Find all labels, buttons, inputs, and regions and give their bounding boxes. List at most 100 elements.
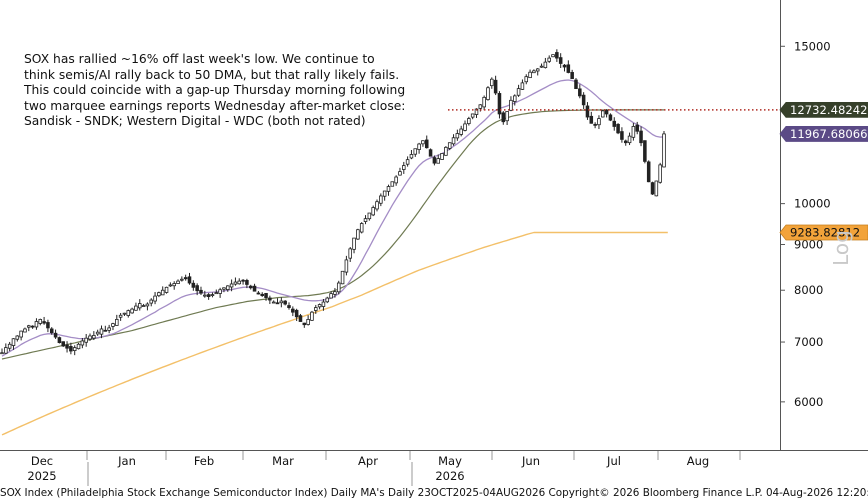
ma200-layer (1, 231, 668, 436)
y-tick-label: 15000 (794, 39, 831, 53)
candle-body (157, 292, 161, 297)
candle-body (291, 308, 295, 313)
candle-body (394, 176, 398, 184)
candle-layer (0, 49, 666, 356)
y-tick-label: 10000 (794, 197, 831, 211)
candle-body (463, 123, 467, 131)
candle-body (451, 137, 456, 145)
candle-body (275, 302, 280, 305)
candle-body (88, 335, 92, 340)
candle-body (199, 289, 203, 294)
candle-body (623, 140, 628, 144)
candle-body (344, 259, 349, 273)
candle-body (23, 328, 27, 333)
candle-body (160, 289, 165, 296)
candle-body (118, 314, 123, 318)
candle-body (191, 282, 196, 288)
candle-body (256, 292, 261, 295)
x-tick-label: May (438, 454, 462, 468)
candle-body (405, 159, 410, 165)
candle-body (639, 130, 643, 144)
candle-body (558, 57, 563, 64)
candle-body (69, 346, 73, 352)
candle-body (493, 79, 498, 94)
candle-body (486, 87, 490, 101)
candle-body (210, 294, 215, 297)
candle-body (585, 105, 590, 118)
candle-body (654, 180, 659, 197)
candle-body (352, 237, 356, 250)
candle-body (340, 270, 345, 285)
x-tick-label: Aug (687, 454, 709, 468)
candle-body (65, 344, 69, 349)
candle-body (662, 133, 666, 168)
candle-body (539, 65, 544, 68)
candle-body (76, 343, 81, 350)
candle-body (222, 287, 226, 290)
candle-body (356, 229, 360, 240)
candle-body (92, 335, 96, 339)
chart-footer: SOX Index (Philadelphia Stock Exchange S… (0, 487, 868, 499)
candle-body (620, 131, 624, 140)
candle-body (336, 282, 341, 293)
x-tick-label: Apr (358, 454, 378, 468)
x-tick-label: Feb (194, 454, 214, 468)
candle-body (126, 310, 131, 316)
candle-body (42, 321, 46, 324)
candle-body (436, 158, 441, 164)
candle-body (440, 153, 444, 160)
candle-body (367, 212, 372, 220)
plot-background (0, 0, 780, 450)
candle-body (566, 64, 571, 73)
y-axis: 6000 7000 8000 9000 10000 15000 (780, 39, 831, 409)
candle-body (570, 72, 574, 80)
candle-body (168, 284, 173, 287)
candle-body (413, 148, 418, 155)
candle-body (528, 71, 532, 79)
candle-body (27, 325, 31, 328)
candle-body (501, 112, 506, 123)
candle-body (53, 332, 58, 338)
candle-body (268, 297, 272, 301)
candle-body (229, 283, 234, 288)
candle-body (103, 329, 108, 332)
candle-body (371, 207, 375, 216)
candle-body (218, 289, 222, 294)
candle-body (233, 281, 238, 285)
candle-body (581, 94, 586, 106)
candle-body (325, 297, 330, 303)
candle-body (421, 140, 425, 145)
candle-body (11, 338, 16, 346)
candle-body (19, 330, 23, 338)
candle-body (141, 305, 146, 307)
candle-body (153, 295, 157, 302)
candle-body (38, 319, 43, 324)
candle-body (650, 182, 655, 195)
candle-body (444, 146, 448, 156)
candle-body (390, 181, 395, 187)
candle-body (359, 223, 364, 233)
candle-body (206, 294, 211, 297)
candle-body (294, 309, 299, 318)
candle-body (252, 285, 257, 292)
log-scale-label: Log (829, 230, 853, 266)
candle-body (310, 311, 314, 321)
candle-body (524, 76, 529, 83)
y-tick-label: 8000 (794, 283, 823, 297)
candle-body (176, 280, 180, 284)
candle-body (512, 95, 517, 102)
candle-body (424, 139, 429, 149)
candle-body (601, 110, 605, 118)
candle-body (616, 123, 620, 134)
candle-body (535, 68, 540, 72)
candle-body (61, 341, 65, 347)
candle-body (149, 299, 154, 304)
chart-annotation: SOX has rallied ~16% off last week's low… (24, 52, 406, 128)
candle-body (417, 143, 421, 150)
candle-body (84, 337, 88, 343)
candle-body (612, 120, 617, 127)
ma200-line (1, 231, 668, 436)
candle-body (302, 322, 307, 326)
candle-body (516, 88, 521, 96)
